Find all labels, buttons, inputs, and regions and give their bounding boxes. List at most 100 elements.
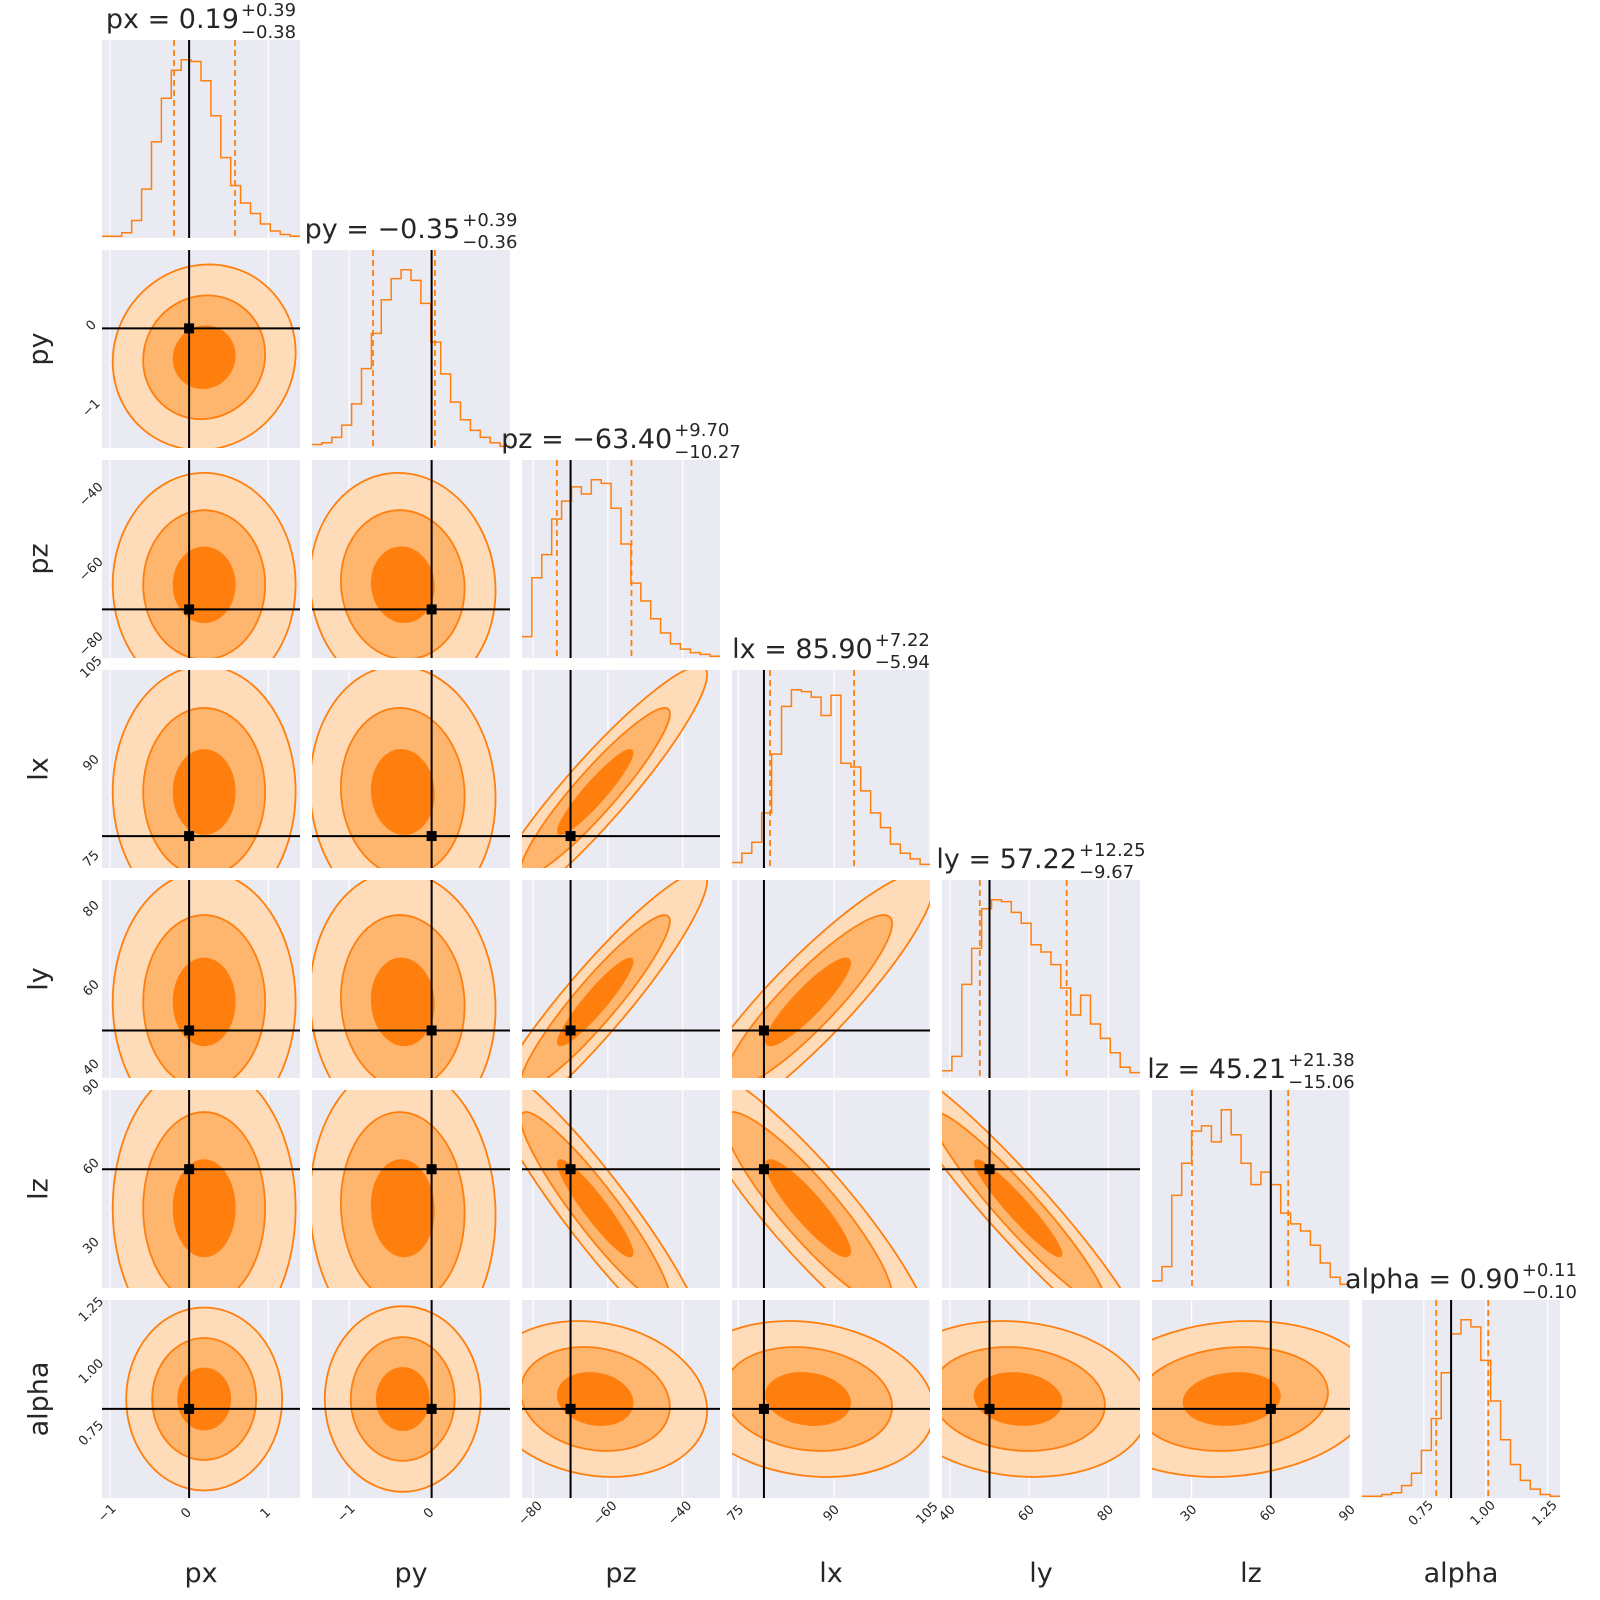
- title-upper-error: +7.22: [875, 630, 930, 651]
- title-main: ly = 57.22: [936, 844, 1077, 875]
- contour-panel-py-lz: [312, 1090, 510, 1288]
- x-tick-label: 0: [178, 1505, 194, 1521]
- contour-level-1sigma: [172, 957, 236, 1047]
- contour-panel-pz-ly: [522, 880, 720, 1078]
- y-axis-label-pz: pz: [24, 543, 55, 574]
- panel-background: [312, 250, 510, 448]
- truth-marker: [426, 1025, 437, 1036]
- title-upper-error: +9.70: [674, 420, 729, 441]
- y-tick-label: 105: [77, 653, 105, 681]
- y-tick-label: 40: [80, 1056, 102, 1078]
- x-tick-label: −60: [590, 1499, 620, 1529]
- hist-panel-ly: [942, 880, 1140, 1078]
- title-upper-error: +0.39: [241, 0, 296, 21]
- panel-background: [522, 460, 720, 658]
- truth-marker: [758, 1164, 769, 1175]
- histogram-alpha: [1362, 1319, 1560, 1497]
- title-lower-error: −5.94: [875, 652, 930, 673]
- y-tick-label: 90: [80, 752, 102, 774]
- truth-marker: [984, 1164, 995, 1175]
- hist-panel-lx: [732, 670, 930, 868]
- contour-level-1sigma: [973, 1372, 1063, 1426]
- truth-marker: [758, 1025, 769, 1036]
- contour-panel-px-ly: 40 60 80 ly: [24, 880, 300, 1079]
- x-tick-label: 1.00: [1468, 1498, 1499, 1529]
- contour-level-1sigma: [172, 1159, 236, 1258]
- hist-panel-alpha: 0.75 1.00 1.25 alpha: [1362, 1300, 1561, 1589]
- contour-panel-pz-lx: [522, 670, 720, 868]
- contour-level-1sigma: [370, 1159, 435, 1258]
- contour-level-1sigma: [177, 1367, 232, 1431]
- x-tick-label: 40: [936, 1502, 958, 1524]
- hist-title-alpha: alpha = 0.90 +0.11−0.10: [1345, 1260, 1577, 1303]
- truth-marker: [984, 1403, 995, 1414]
- y-axis-label-ly: ly: [24, 967, 55, 991]
- y-tick-label: 30: [80, 1235, 102, 1257]
- y-tick-label: 0: [83, 318, 99, 334]
- contour-panel-lz-alpha: 30 60 90 lz: [1152, 1300, 1359, 1589]
- hist-title-px: px = 0.19 +0.39−0.38: [106, 0, 296, 43]
- contour-panel-px-lz: 30 60 90 lz: [24, 1076, 300, 1288]
- contour-panel-pz-lz: [522, 1090, 720, 1288]
- y-tick-label: 60: [80, 1156, 102, 1178]
- contour-level-1sigma: [375, 1367, 430, 1431]
- x-tick-label: 60: [1015, 1502, 1037, 1524]
- contour-panel-ly-alpha: 40 60 80 ly: [936, 1300, 1140, 1589]
- contour-level-1sigma: [557, 1372, 634, 1426]
- histogram-ly: [942, 899, 1140, 1074]
- hist-title-py: py = −0.35 +0.39−0.36: [305, 210, 518, 253]
- contour-panel-px-lx: 75 90 105 lx: [24, 653, 300, 870]
- x-tick-label: −1: [335, 1501, 359, 1525]
- x-tick-label: 80: [1095, 1502, 1117, 1524]
- x-tick-label: 30: [1178, 1502, 1200, 1524]
- y-tick-label: 80: [80, 898, 102, 920]
- x-tick-label: −40: [665, 1499, 695, 1529]
- truth-marker: [426, 831, 437, 842]
- contour-level-1sigma: [172, 546, 236, 623]
- y-axis-label-lz: lz: [24, 1178, 55, 1200]
- truth-marker: [565, 1025, 576, 1036]
- title-main: lz = 45.21: [1147, 1054, 1286, 1085]
- contour-panel-py-lx: [312, 670, 510, 868]
- histogram-pz: [522, 479, 720, 657]
- title-upper-error: +21.38: [1288, 1050, 1355, 1071]
- hist-panel-py: [312, 250, 510, 448]
- histogram-lx: [732, 689, 930, 866]
- truth-marker: [565, 1403, 576, 1414]
- title-upper-error: +12.25: [1079, 840, 1146, 861]
- x-tick-label: 0: [421, 1505, 437, 1521]
- contour-level-1sigma: [1182, 1372, 1281, 1426]
- contour-level-1sigma: [557, 957, 634, 1047]
- title-lower-error: −9.67: [1079, 862, 1134, 883]
- truth-marker: [426, 1164, 437, 1175]
- x-axis-label-ly: ly: [1029, 1558, 1053, 1589]
- contour-level-1sigma: [973, 1159, 1063, 1258]
- title-upper-error: +0.11: [1522, 1260, 1577, 1281]
- contour-level-1sigma: [172, 749, 236, 835]
- truth-marker: [184, 323, 195, 334]
- title-main: alpha = 0.90: [1345, 1264, 1520, 1295]
- x-tick-label: −80: [516, 1499, 546, 1529]
- x-axis-label-lx: lx: [819, 1558, 843, 1589]
- contour-panel-px-py: −1 0 py: [24, 250, 300, 448]
- title-lower-error: −10.27: [674, 442, 741, 463]
- panel-background: [1152, 1090, 1350, 1288]
- panel-background: [942, 880, 1140, 1078]
- title-lower-error: −0.36: [462, 232, 517, 253]
- hist-title-lx: lx = 85.90 +7.22−5.94: [732, 630, 930, 673]
- truth-marker: [184, 831, 195, 842]
- contour-panel-py-pz: [312, 460, 510, 658]
- histogram-px: [102, 59, 300, 238]
- contour-panel-ly-lz: [942, 1090, 1140, 1288]
- title-lower-error: −15.06: [1288, 1072, 1355, 1093]
- histogram-py: [312, 269, 510, 447]
- truth-marker: [184, 604, 195, 615]
- contour-panel-py-alpha: −1 0 py: [312, 1300, 510, 1589]
- x-tick-label: 90: [821, 1502, 843, 1524]
- hist-panel-pz: [522, 460, 720, 658]
- x-tick-label: 90: [1336, 1502, 1358, 1524]
